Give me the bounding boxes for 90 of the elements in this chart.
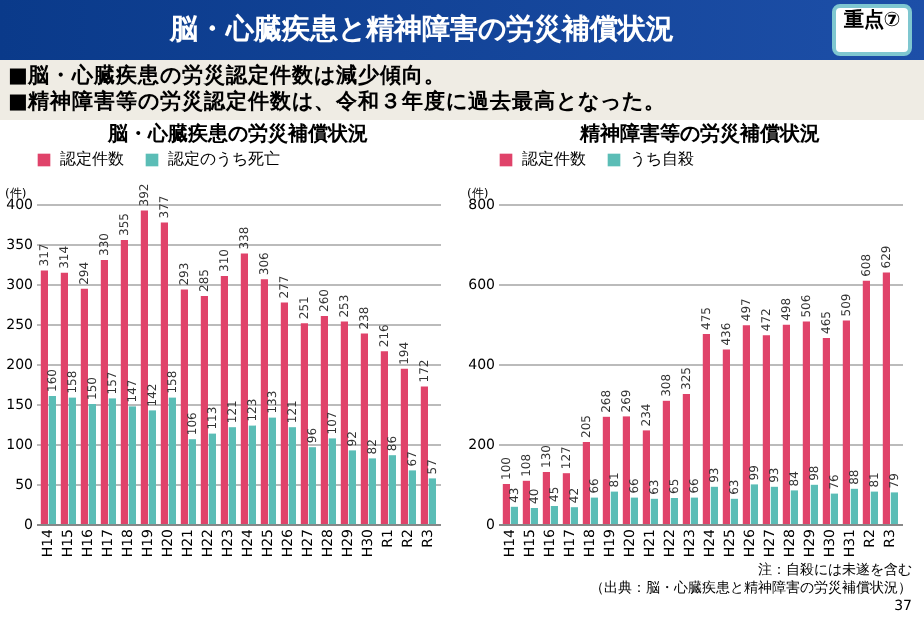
bar [590, 497, 598, 524]
bar [542, 472, 550, 524]
bar [68, 397, 76, 524]
bar [168, 397, 176, 524]
bar [288, 427, 296, 524]
legend-label: 認定件数 [522, 150, 586, 168]
bar [300, 323, 308, 524]
bar [248, 425, 256, 524]
bar [348, 450, 356, 524]
bar [408, 470, 416, 524]
bar [582, 442, 590, 524]
legend-label: 認定件数 [60, 150, 124, 168]
bar [180, 289, 188, 524]
bar [662, 400, 670, 524]
bar [140, 210, 148, 524]
bar [148, 410, 156, 524]
legend-label: 認定のうち死亡 [168, 150, 280, 168]
bar [702, 334, 710, 524]
bar [710, 486, 718, 524]
bar [260, 279, 268, 524]
bar [88, 404, 96, 524]
bar [340, 321, 348, 524]
bar [240, 253, 248, 524]
bar [842, 320, 850, 524]
bar [750, 484, 758, 524]
bar [530, 508, 538, 524]
bar [790, 490, 798, 524]
bar [742, 325, 750, 524]
bar [670, 498, 678, 524]
bar [782, 324, 790, 524]
bar [810, 484, 818, 524]
bar [40, 270, 48, 524]
bar [380, 351, 388, 524]
bar [420, 386, 428, 524]
bar [80, 288, 88, 524]
bar [100, 260, 108, 524]
bar [200, 296, 208, 524]
bar [280, 302, 288, 524]
bar [770, 486, 778, 524]
bar [522, 480, 530, 524]
text: 重点⑦ [832, 4, 912, 56]
bar [328, 438, 336, 524]
bar [622, 416, 630, 524]
bar [228, 427, 236, 524]
chart-title: 脳・心臓疾患の労災補償状況 [106, 122, 368, 146]
bar [562, 473, 570, 524]
bar [870, 491, 878, 524]
bar [602, 416, 610, 524]
bar [762, 335, 770, 524]
bar [722, 349, 730, 524]
bar [682, 394, 690, 524]
bar [802, 321, 810, 524]
bar [830, 493, 838, 524]
bar [208, 433, 216, 524]
bar [120, 240, 128, 524]
bar [730, 498, 738, 524]
bar [368, 458, 376, 524]
bar [882, 272, 890, 524]
bar [48, 396, 56, 524]
bar [650, 498, 658, 524]
bar [360, 333, 368, 524]
chart-title: 精神障害等の労災補償状況 [578, 122, 820, 146]
bar [862, 280, 870, 524]
bar [268, 417, 276, 524]
bar [388, 455, 396, 524]
bar [610, 491, 618, 524]
bar [550, 506, 558, 524]
bar [108, 398, 116, 524]
bar [890, 492, 898, 524]
bar [308, 447, 316, 524]
bar [220, 276, 228, 524]
text: ■精神障害等の労災認定件数は、令和３年度に過去最高となった。 [8, 90, 668, 116]
bar [510, 506, 518, 524]
text: ■脳・心臓疾患の労災認定件数は減少傾向。 [8, 64, 448, 89]
bar [400, 368, 408, 524]
bar [188, 439, 196, 524]
bar [690, 497, 698, 524]
bar [822, 338, 830, 524]
bar [570, 507, 578, 524]
bar [428, 478, 436, 524]
bar [128, 406, 136, 524]
bar [502, 484, 510, 524]
legend-label: うち自殺 [630, 150, 694, 168]
bar [160, 222, 168, 524]
bar [642, 430, 650, 524]
bar [60, 272, 68, 524]
bar [320, 316, 328, 524]
bar [850, 488, 858, 524]
bar [630, 497, 638, 524]
text: 脳・心臓疾患と精神障害の労災補償状況 [170, 14, 674, 46]
